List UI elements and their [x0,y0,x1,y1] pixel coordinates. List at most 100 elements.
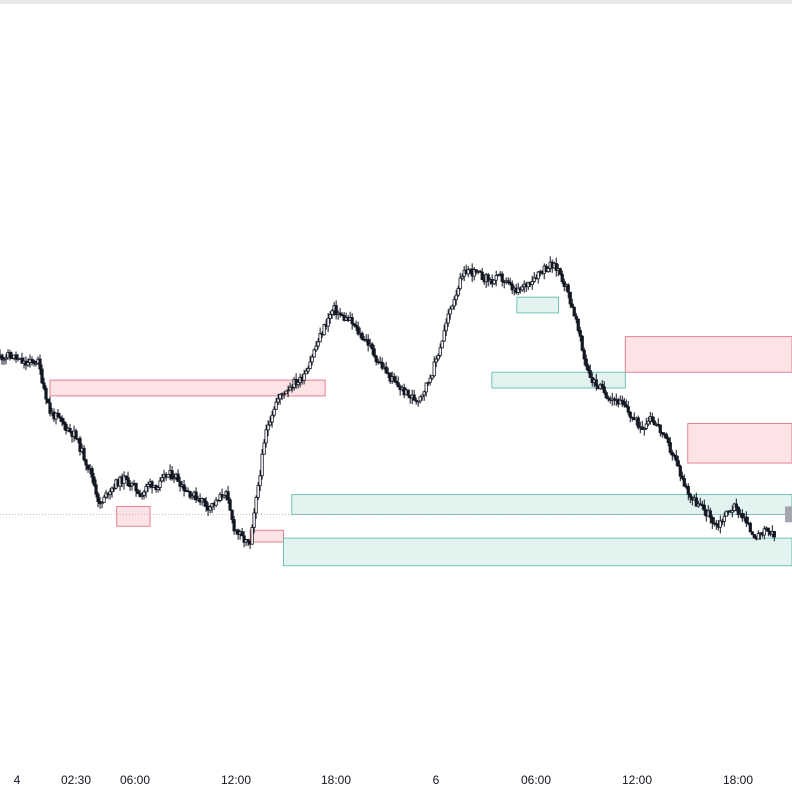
candle [710,515,714,529]
candle [486,272,490,287]
candle [78,435,82,456]
candle [360,331,364,341]
zones-layer [49,296,792,567]
candle [190,493,194,500]
candle-body [334,305,338,315]
candle [40,364,44,385]
candle [694,492,698,507]
candle-body [370,343,374,350]
candle [270,410,274,428]
candle-body [392,376,396,382]
candle-body [624,404,628,408]
candles-layer [0,256,776,550]
candle [338,307,342,318]
candle [418,396,422,404]
candle-body [90,467,94,478]
candle [246,539,250,547]
candle [254,495,258,519]
candle [456,285,460,298]
candle [520,284,524,292]
candle [420,394,424,401]
candle-body [438,347,442,356]
candle-body [252,512,256,528]
candle [396,376,400,388]
candle-body [686,486,690,495]
candle-body [472,269,476,277]
candle-body [14,354,18,360]
candle [708,507,712,524]
candle [426,381,430,387]
candle-body [508,282,512,285]
candle-body [722,515,726,522]
candle [740,509,744,522]
candle-body [134,482,138,492]
candle-body [440,340,444,349]
candle-body [702,504,706,511]
candle [576,318,580,334]
candle-body [710,516,714,524]
candle-body [276,398,280,403]
demand-zone-8 [283,537,792,567]
candle [126,471,130,487]
price-line-layer [0,506,792,523]
candle-body [204,500,208,507]
candle-body [416,400,420,403]
candle-body [74,430,78,439]
candle-body [430,375,434,379]
candle [734,498,738,512]
candle [558,267,562,276]
candle-body [766,527,770,532]
candle-body [562,281,566,287]
candle [188,490,192,500]
candle-body [110,487,114,493]
candle-body [406,389,410,396]
candle [680,471,684,481]
candle-body [724,510,728,517]
candle-body [172,477,176,480]
candle [646,416,650,427]
candle-body [670,451,674,456]
candle [660,432,664,438]
candle-body [428,377,432,383]
candle-body [626,406,630,413]
candle [74,428,78,441]
candle [582,347,586,366]
candle-body [42,382,46,389]
candle [762,525,766,540]
candle-body [660,432,664,435]
candle-body [228,499,232,511]
candle-body [232,519,236,532]
candle [748,521,752,533]
candle-body [338,312,342,316]
candle-body [26,362,30,366]
candle [442,324,446,342]
candle-body [480,271,484,281]
candle [130,481,134,491]
candle-body [500,273,504,282]
candle-body [218,494,222,501]
candle-body [264,429,268,444]
candle-body [146,483,150,487]
candle [422,390,426,401]
candle-body [78,437,82,452]
candle [446,309,450,327]
candle-body [752,534,756,539]
candle-body [340,314,344,317]
candle [108,488,112,500]
candle-body [446,313,450,324]
candle [432,356,436,378]
candle-body [160,477,164,482]
candle [208,505,212,514]
candle-body [578,330,582,337]
candle-body [740,513,744,519]
candle-body [680,475,684,479]
candle [392,372,396,383]
candle-body [486,274,490,282]
candle [472,267,476,281]
candle [650,412,654,423]
candle [146,481,150,492]
candle-body [506,280,510,284]
candle-body [384,366,388,374]
candle-body [604,392,608,399]
